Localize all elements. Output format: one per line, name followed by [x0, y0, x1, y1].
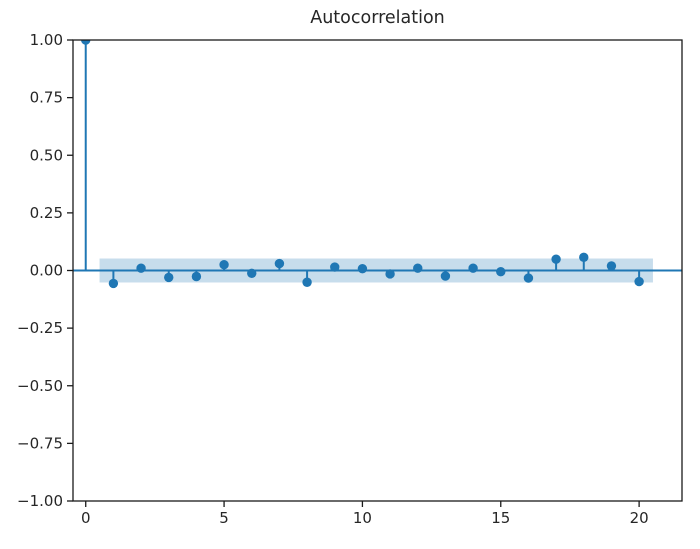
chart-title: Autocorrelation: [310, 8, 445, 28]
stem-lines: [84, 40, 641, 284]
x-tick-label: 20: [630, 509, 649, 527]
y-tick-label: −0.50: [17, 377, 63, 395]
x-tick-label: 0: [81, 509, 91, 527]
y-tick-label: −1.00: [17, 492, 63, 510]
y-tick-label: 0.00: [30, 262, 63, 280]
x-tick-label: 15: [491, 509, 510, 527]
plot-area: [73, 40, 682, 289]
y-tick-label: 0.75: [30, 89, 63, 107]
stem-marker: [579, 252, 589, 263]
y-tick-label: 0.25: [30, 204, 63, 222]
x-tick-label: 10: [353, 509, 372, 527]
x-tick-label: 5: [219, 509, 229, 527]
stem-marker: [136, 263, 146, 273]
stem-marker: [606, 261, 617, 271]
stem-marker: [191, 271, 202, 282]
stem-marker: [634, 276, 644, 287]
stem-marker: [440, 271, 451, 281]
axis-ticks: 1.00 0.75 0.50 0.25 0.00 −0.25 −0.50 −0.75 −1.00…: [17, 31, 649, 527]
stem-marker: [247, 268, 257, 278]
stem-marker: [302, 277, 312, 287]
y-tick-label: −0.75: [17, 434, 63, 452]
stem-marker: [164, 272, 174, 283]
stem-markers: [81, 40, 644, 289]
stem-marker: [468, 263, 478, 273]
stem-marker: [413, 263, 423, 273]
stem-marker: [274, 258, 285, 269]
stem-marker: [219, 260, 229, 270]
stem-marker: [523, 273, 534, 283]
y-tick-label: 0.50: [30, 146, 63, 164]
stem-marker: [108, 278, 119, 289]
y-tick-label: 1.00: [30, 31, 63, 49]
stem-marker: [357, 263, 368, 274]
y-tick-label: −0.25: [17, 319, 63, 337]
stem-marker: [496, 266, 506, 277]
stem-marker: [330, 262, 340, 272]
stem-marker: [385, 269, 395, 279]
stem-marker: [551, 254, 561, 264]
stem-marker: [81, 40, 91, 45]
